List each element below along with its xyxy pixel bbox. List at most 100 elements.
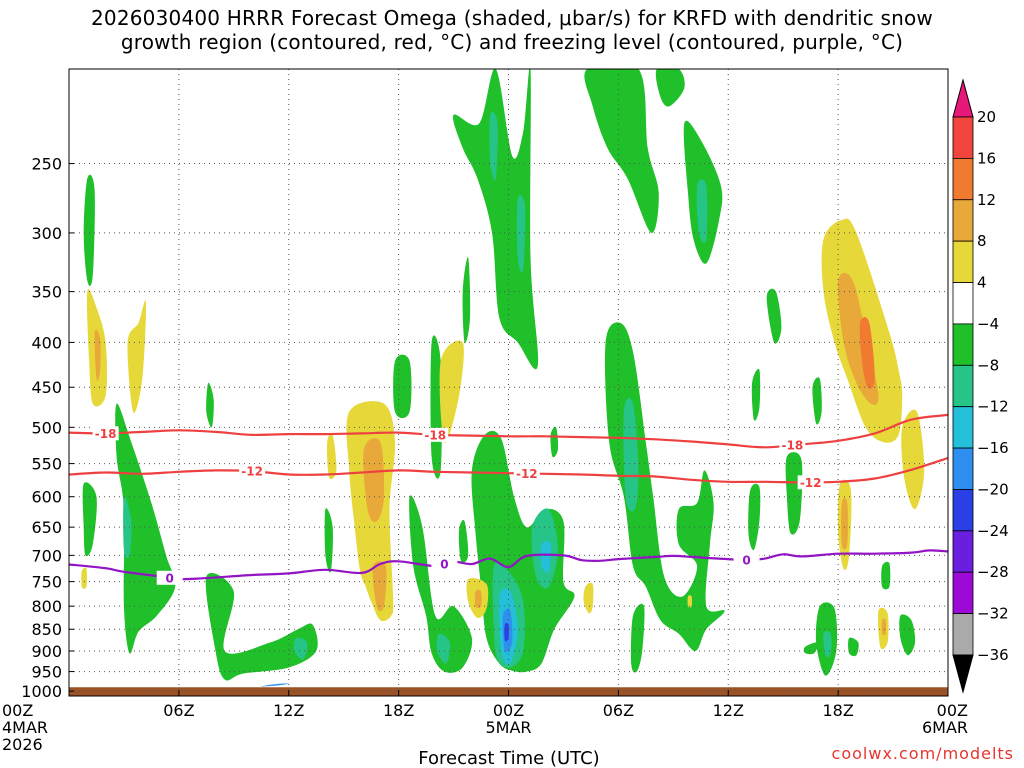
omega-rising-region-19 — [540, 541, 552, 573]
contour-label-freezing-level-0-2: 0 — [742, 554, 750, 568]
omega-sinking-region-64 — [687, 595, 693, 608]
colorbar-swatch-6 — [952, 364, 974, 408]
omega-sinking-region-62 — [901, 409, 925, 510]
colorbar-label-6: −8 — [977, 356, 999, 374]
omega-rising-region-38 — [812, 377, 822, 425]
colorbar-swatch-9 — [952, 489, 974, 532]
contour-label-dgz-minus-18-0: -18 — [95, 427, 117, 441]
temperature-contours: -18 -18 -18 -12 -12 -12 0 0 0 — [69, 413, 948, 585]
omega-rising-region-26 — [655, 69, 685, 107]
colorbar-swatch-2 — [952, 199, 974, 242]
x-tick-label-36-0: 12Z — [713, 701, 744, 720]
colorbar-swatch-12 — [952, 613, 974, 656]
omega-rising-region-24 — [550, 426, 559, 458]
y-tick-label-900: 900 — [31, 642, 62, 661]
colorbar-label-10: −24 — [977, 522, 1009, 540]
omega-rising-region-25 — [584, 69, 659, 233]
x-tick-label-0-2: 2026 — [2, 735, 43, 754]
colorbar-swatch-1 — [952, 157, 974, 201]
colorbar-bottom-triangle — [952, 654, 974, 694]
x-tick-label-42-0: 18Z — [822, 701, 853, 720]
x-tick-label-0-1: 4MAR — [2, 718, 48, 737]
colorbar-label-0: 20 — [977, 108, 996, 126]
omega-rising-region-11 — [436, 633, 451, 664]
colorbar: 20 16 12 8 4 −4 −8 −12 −16 −20 −24 −28 −32 −36 — [952, 78, 1009, 694]
colorbar-swatch-0 — [952, 116, 974, 159]
y-tick-label-600: 600 — [31, 488, 62, 507]
colorbar-label-3: 8 — [977, 232, 987, 250]
omega-rising-region-33 — [766, 288, 782, 344]
omega-rising-region-37 — [823, 631, 832, 657]
contour-label-dgz-minus-12-0: -12 — [241, 465, 263, 479]
omega-rising-region-10 — [409, 495, 473, 673]
colorbar-swatch-4 — [952, 282, 974, 325]
omega-rising-region-29 — [604, 322, 725, 652]
omega-rising-region-5 — [293, 637, 308, 660]
y-tick-label-550: 550 — [31, 455, 62, 474]
omega-sinking-region-51 — [439, 340, 464, 443]
y-tick-label-1000: 1000 — [21, 682, 62, 701]
colorbar-label-9: −20 — [977, 480, 1009, 498]
x-tick-label-18-0: 18Z — [383, 701, 414, 720]
y-tick-label-850: 850 — [31, 620, 62, 639]
x-tick-label-6-0: 06Z — [163, 701, 194, 720]
colorbar-label-12: −32 — [977, 605, 1009, 623]
omega-sinking-region-63 — [81, 567, 87, 589]
y-tick-label-650: 650 — [31, 518, 62, 537]
x-tick-label-30-0: 06Z — [603, 701, 634, 720]
y-tick-label-300: 300 — [31, 224, 62, 243]
contour-label-dgz-minus-18-1: -18 — [424, 428, 446, 442]
contour-label-bg-dgz-minus-18-2 — [779, 438, 806, 453]
contour-label-bg-freezing-level-0-1 — [431, 556, 458, 571]
contour-line-freezing-level-0 — [69, 549, 948, 581]
omega-shading — [81, 69, 925, 687]
colorbar-label-1: 16 — [977, 149, 996, 167]
contour-label-dgz-minus-12-1: -12 — [516, 467, 538, 481]
colorbar-swatch-10 — [952, 530, 974, 573]
contour-label-bg-dgz-minus-18-0 — [92, 426, 119, 441]
y-tick-label-750: 750 — [31, 573, 62, 592]
colorbar-label-11: −28 — [977, 563, 1009, 581]
contour-label-bg-dgz-minus-12-2 — [797, 475, 824, 490]
omega-rising-region-31 — [630, 603, 645, 673]
credit-text: coolwx.com/modelts — [831, 744, 1014, 763]
y-tick-label-950: 950 — [31, 663, 62, 682]
chart-title-line-2: growth region (contoured, red, °C) and f… — [120, 30, 904, 54]
contour-label-bg-dgz-minus-12-0 — [239, 464, 266, 479]
omega-rising-region-28 — [696, 179, 708, 244]
omega-sinking-region-58 — [881, 618, 887, 636]
contour-label-freezing-level-0-1: 0 — [440, 557, 448, 571]
colorbar-swatch-3 — [952, 240, 974, 283]
omega-sinking-region-50 — [372, 561, 387, 612]
y-tick-label-800: 800 — [31, 597, 62, 616]
omega-rising-region-39 — [848, 637, 859, 657]
contour-label-bg-freezing-level-0-2 — [733, 553, 760, 568]
colorbar-label-4: 4 — [977, 274, 987, 292]
contour-label-bg-dgz-minus-12-1 — [513, 466, 540, 481]
omega-sinking-region-47 — [327, 433, 337, 480]
omega-rising-region-17 — [504, 622, 509, 642]
y-tick-label-350: 350 — [31, 283, 62, 302]
omega-rising-region-34 — [748, 483, 761, 551]
omega-sinking-region-56 — [841, 497, 848, 550]
contour-label-dgz-minus-18-2: -18 — [782, 439, 804, 453]
colorbar-swatch-8 — [952, 447, 974, 490]
contour-label-dgz-minus-12-2: -12 — [800, 476, 822, 490]
colorbar-swatch-5 — [952, 323, 974, 366]
chart-title-line-1: 2026030400 HRRR Forecast Omega (shaded, … — [90, 6, 933, 30]
omega-rising-region-35 — [785, 451, 803, 535]
omega-rising-region-43 — [261, 683, 289, 687]
x-tick-label-24-1: 5MAR — [485, 718, 531, 737]
omega-rising-region-23 — [516, 195, 526, 273]
colorbar-label-13: −36 — [977, 646, 1009, 664]
omega-sinking-region-49 — [363, 438, 385, 522]
colorbar-label-7: −12 — [977, 398, 1009, 416]
omega-rising-region-8 — [393, 354, 412, 419]
omega-rising-region-12 — [458, 519, 469, 563]
omega-rising-region-32 — [751, 368, 761, 421]
omega-sinking-region-46 — [127, 300, 147, 413]
y-tick-label-500: 500 — [31, 418, 62, 437]
colorbar-label-2: 12 — [977, 191, 996, 209]
omega-rising-region-4 — [205, 572, 318, 681]
omega-sinking-region-53 — [474, 589, 482, 608]
